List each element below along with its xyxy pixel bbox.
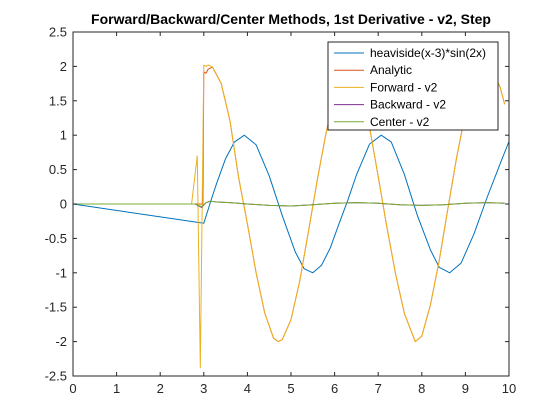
y-tick-label: -1 — [55, 265, 67, 280]
legend-label: Forward - v2 — [370, 80, 438, 94]
y-tick-label: -2 — [55, 334, 67, 349]
legend: heaviside(x-3)*sin(2x) Analytic Forward - … — [327, 41, 499, 131]
y-tick-label: -1.5 — [45, 300, 67, 315]
x-tick-label: 4 — [244, 381, 251, 396]
y-tick-label: 1.5 — [49, 93, 67, 108]
x-tick-label: 10 — [502, 381, 516, 396]
x-tick-label: 1 — [113, 381, 120, 396]
legend-label: Analytic — [370, 63, 412, 77]
legend-label: Center - v2 — [370, 115, 430, 129]
x-tick-label: 7 — [375, 381, 382, 396]
legend-box — [327, 41, 499, 131]
series-line-5 — [73, 200, 505, 208]
x-tick-label: 6 — [331, 381, 338, 396]
legend-label: Backward - v2 — [370, 98, 446, 112]
x-tick-label: 5 — [287, 381, 294, 396]
x-tick-label: 2 — [157, 381, 164, 396]
y-tick-label: -2.5 — [45, 369, 67, 384]
chart-title: Forward/Backward/Center Methods, 1st Der… — [91, 11, 491, 27]
x-tick-label: 8 — [418, 381, 425, 396]
y-tick-label: 0.5 — [49, 162, 67, 177]
y-tick-label: 2 — [60, 59, 67, 74]
ticks-layer: 0 1 2 3 4 5 6 7 8 9 10 -2.5 -2 -1.5 -1 -0.5 0 0.5 1 1.5 2 2.5 — [45, 25, 517, 397]
y-tick-label: 2.5 — [49, 25, 67, 40]
y-tick-label: -0.5 — [45, 231, 67, 246]
x-tick-label: 3 — [200, 381, 207, 396]
series-line-1 — [73, 134, 509, 274]
y-tick-label: 0 — [60, 197, 67, 212]
y-tick-label: 1 — [60, 128, 67, 143]
x-tick-label: 9 — [462, 381, 469, 396]
legend-label: heaviside(x-3)*sin(2x) — [370, 46, 486, 60]
x-tick-label: 0 — [69, 381, 76, 396]
